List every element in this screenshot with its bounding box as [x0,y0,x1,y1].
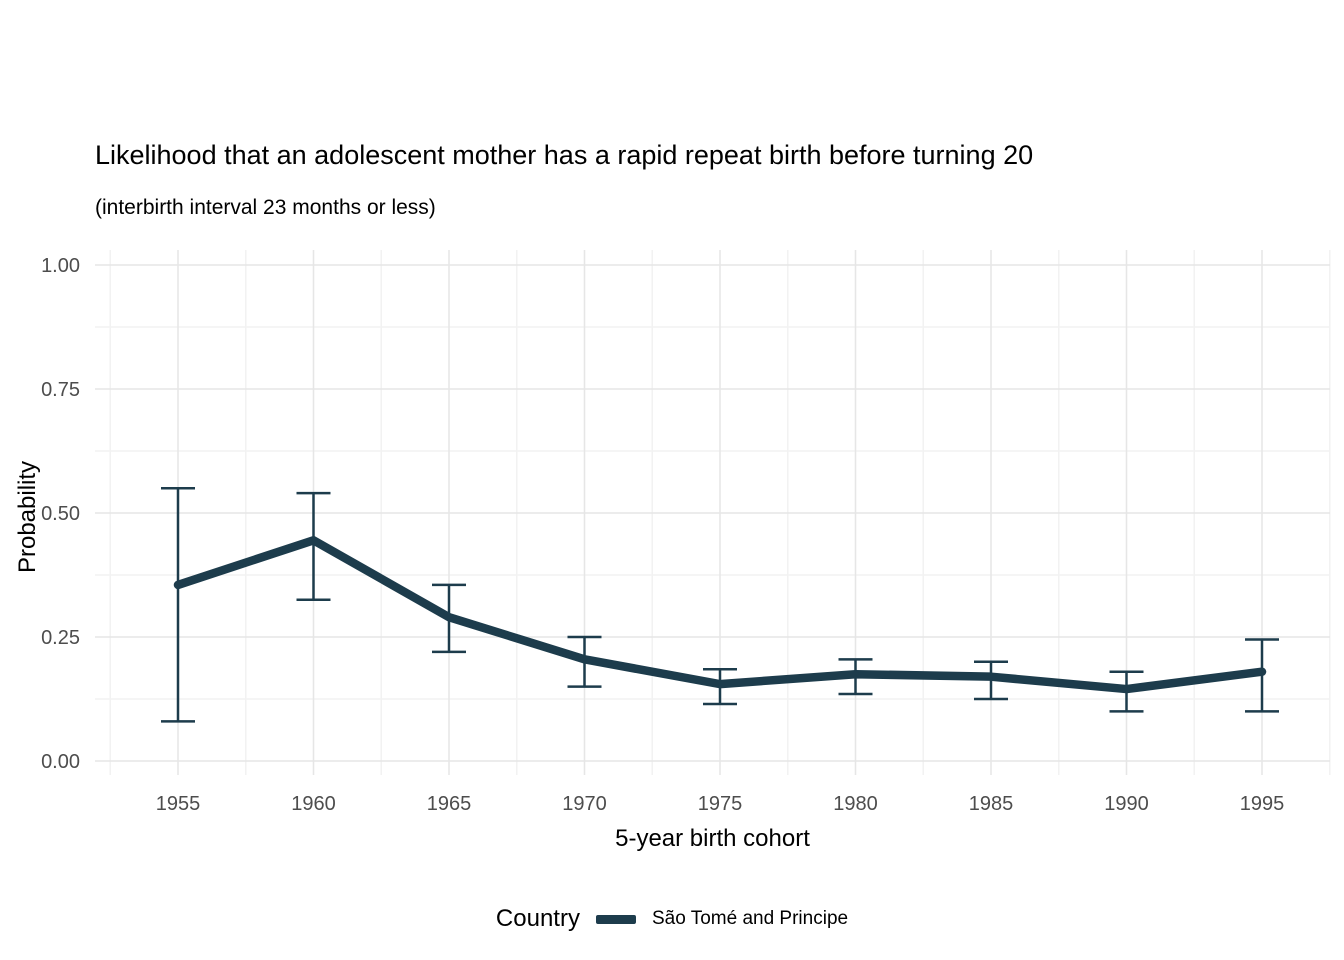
y-tick-label: 0.50 [41,503,80,525]
chart-subtitle: (interbirth interval 23 months or less) [95,196,436,219]
x-tick-label: 1995 [1240,793,1285,815]
y-tick-label: 0.25 [41,627,80,649]
legend-entry-label: São Tomé and Principe [651,908,849,929]
x-tick-label: 1960 [291,793,336,815]
x-tick-label: 1985 [969,793,1014,815]
x-tick-label: 1970 [562,793,607,815]
plot-area: 0.00 0.25 0.50 0.75 1.00 1955 1960 1965 1970 1975… [41,250,1331,815]
y-tick-label: 1.00 [41,255,80,277]
x-tick-label: 1965 [427,793,472,815]
x-tick-label: 1975 [698,793,743,815]
legend-title: Country [495,905,580,932]
x-tick-label: 1990 [1104,793,1149,815]
legend: Country São Tomé and Principe [0,905,1344,933]
series-line [173,536,1267,694]
legend-line-swatch [595,914,636,924]
x-tick-label: 1955 [156,793,201,815]
x-axis-title: 5-year birth cohort [615,825,810,852]
chart-title: Likelihood that an adolescent mother has… [95,140,1034,170]
x-tick-label: 1980 [833,793,878,815]
y-tick-label: 0.00 [41,751,80,773]
y-tick-label: 0.75 [41,379,80,401]
